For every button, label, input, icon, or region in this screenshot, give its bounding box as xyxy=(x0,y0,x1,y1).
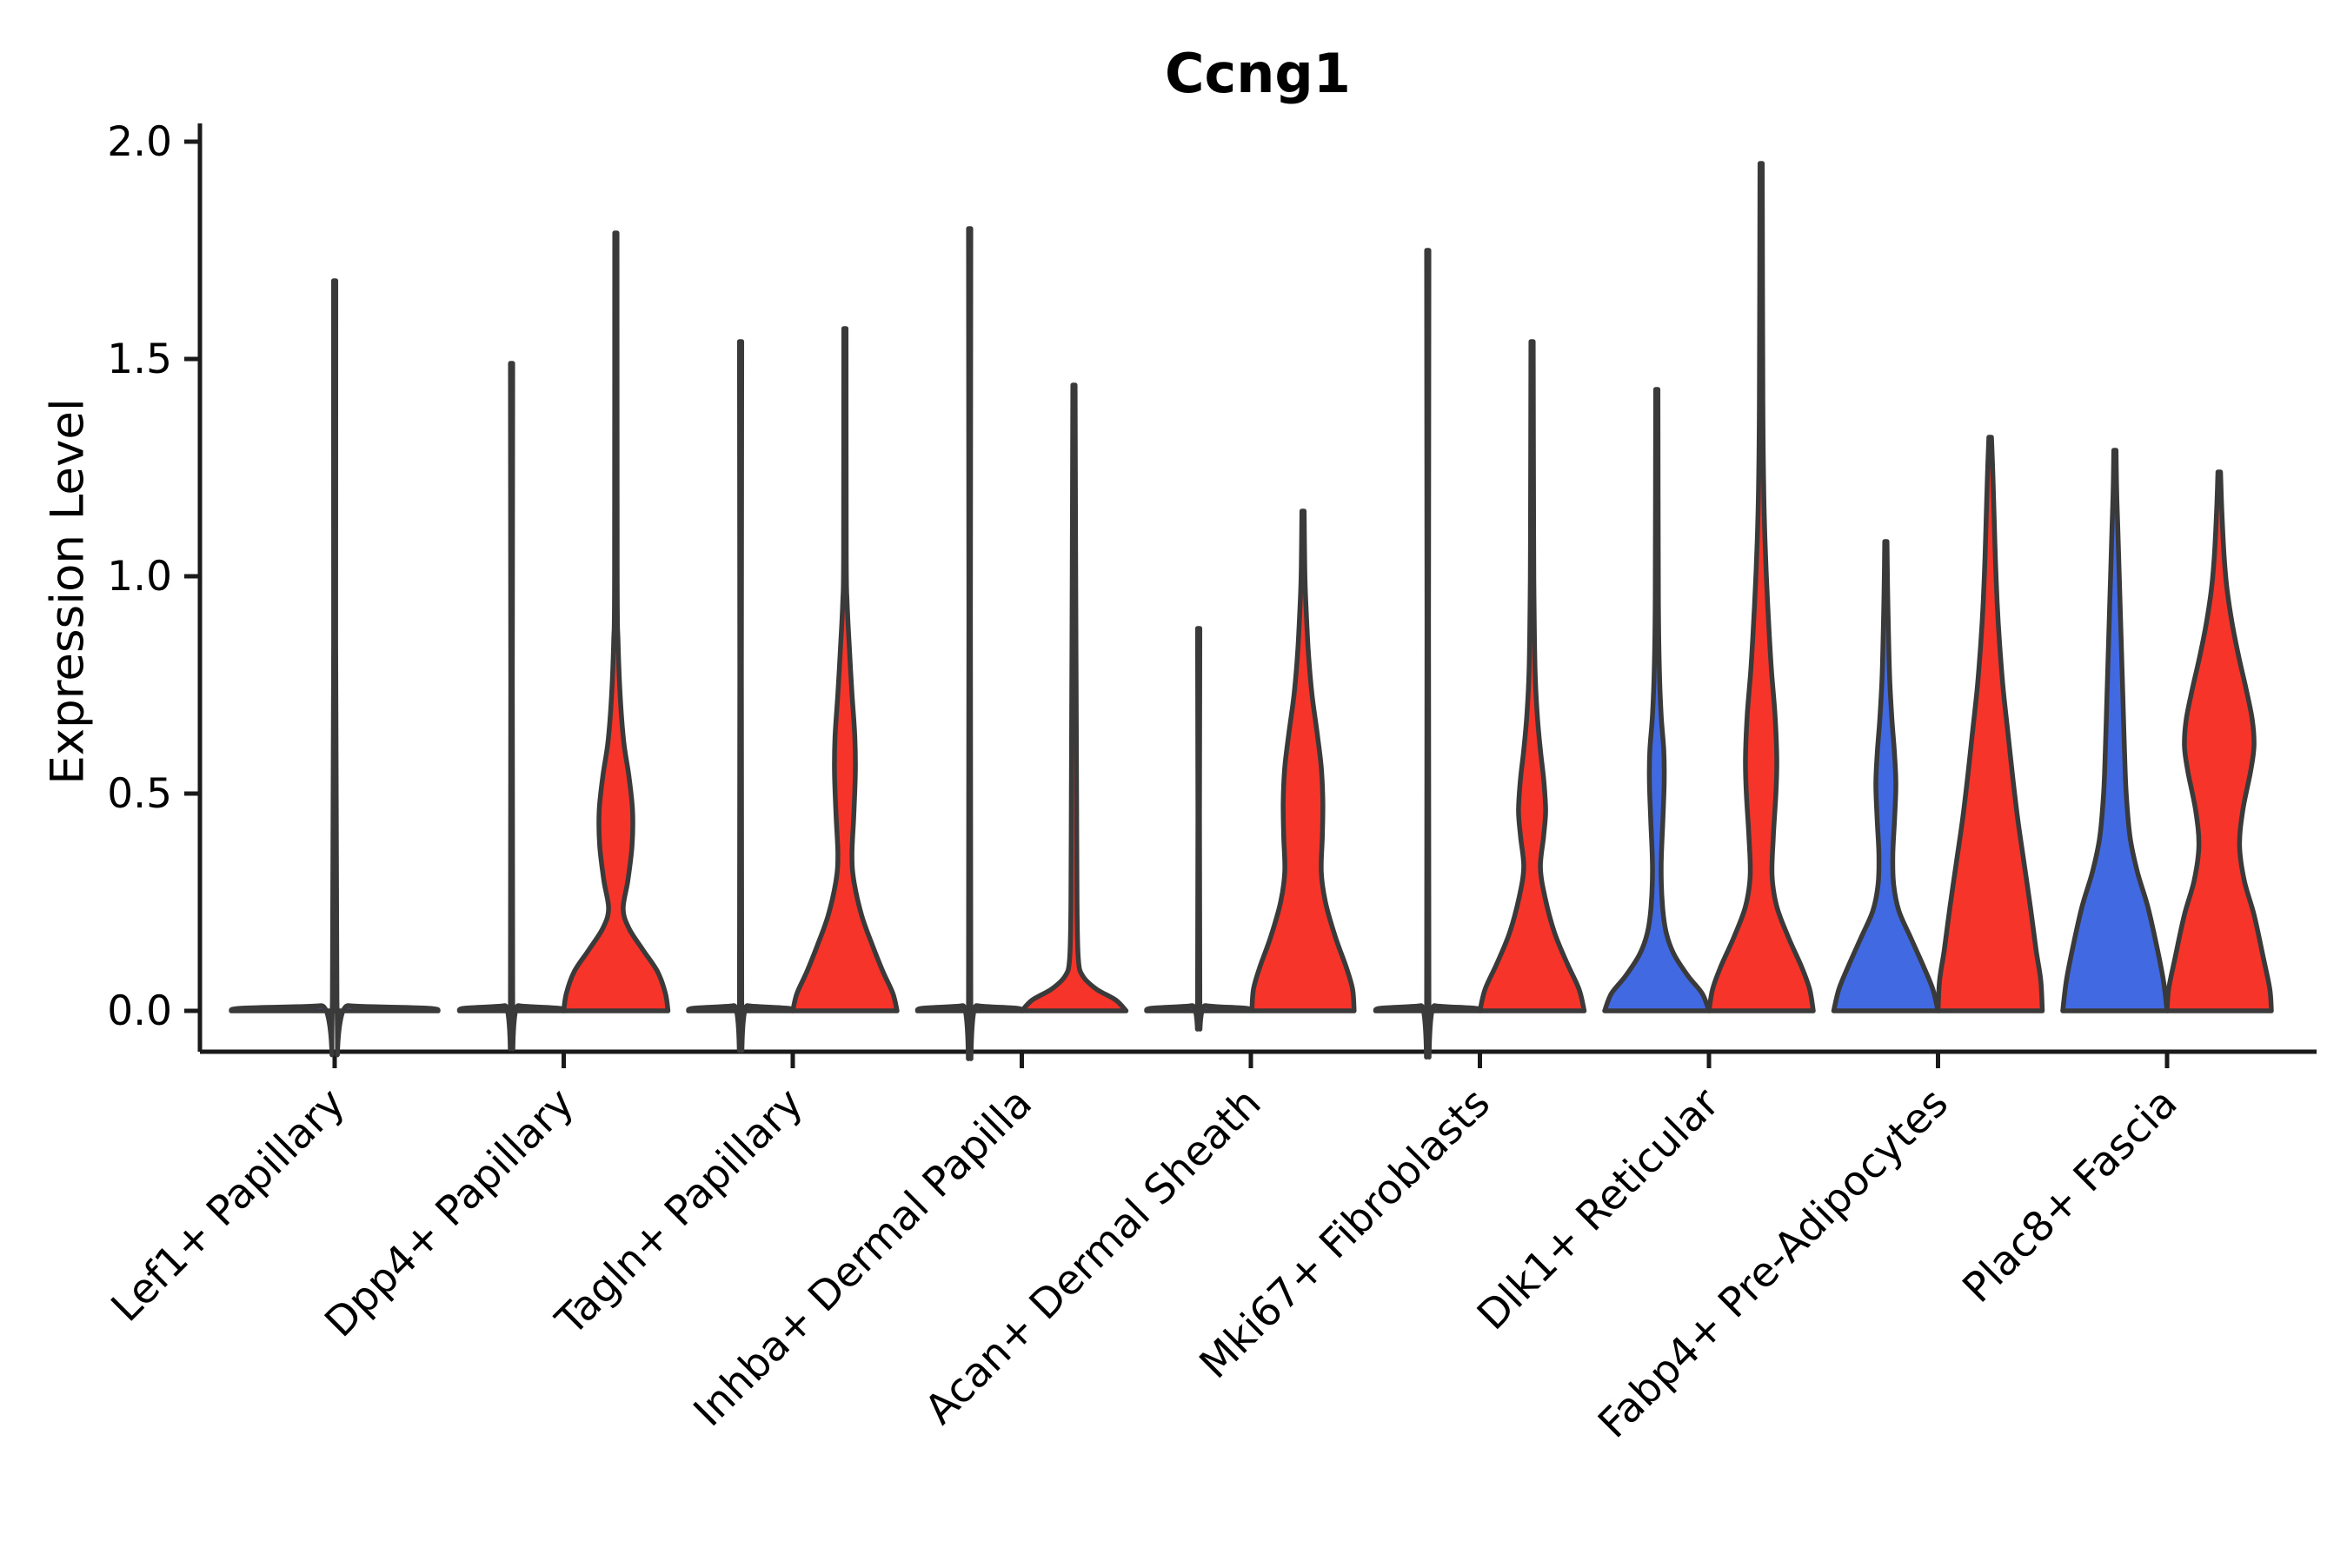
violin-4-right xyxy=(1249,508,1357,1013)
violin-5-left xyxy=(1373,248,1483,1060)
violin-0-single xyxy=(229,278,441,1058)
y-tick-label: 1.5 xyxy=(107,336,172,383)
violin-1-left xyxy=(456,361,567,1052)
y-tick-label: 1.0 xyxy=(107,553,172,601)
violin-8-left xyxy=(2060,448,2170,1013)
x-tick-label: Dlk1+ Reticular xyxy=(1468,1079,1729,1339)
x-tick-label: Plac8+ Fascia xyxy=(1954,1080,2187,1312)
violin-2-left xyxy=(686,339,795,1053)
y-tick-label: 0.5 xyxy=(107,770,172,818)
violin-4-left xyxy=(1144,626,1253,1032)
violin-3-right xyxy=(1019,382,1129,1013)
violin-1-right xyxy=(561,230,671,1013)
x-tick-label: Lef1+ Papillary xyxy=(103,1080,355,1332)
y-tick-label: 0.0 xyxy=(107,987,172,1035)
violin-8-right xyxy=(2164,469,2274,1013)
violin-6-left xyxy=(1602,387,1712,1013)
violin-7-left xyxy=(1831,539,1941,1013)
violin-3-left xyxy=(914,226,1025,1061)
y-axis-label: Expression Level xyxy=(41,398,95,785)
violin-2-right xyxy=(790,326,900,1013)
violin-6-right xyxy=(1706,161,1816,1013)
y-tick-label: 2.0 xyxy=(107,118,172,166)
x-tick-label: Dpp4+ Papillary xyxy=(316,1080,583,1347)
violin-5-right xyxy=(1477,339,1587,1013)
violin-7-right xyxy=(1935,435,2045,1013)
chart-title: Ccng1 xyxy=(1165,42,1351,105)
x-tick-label: Tagln+ Papillary xyxy=(547,1080,813,1345)
